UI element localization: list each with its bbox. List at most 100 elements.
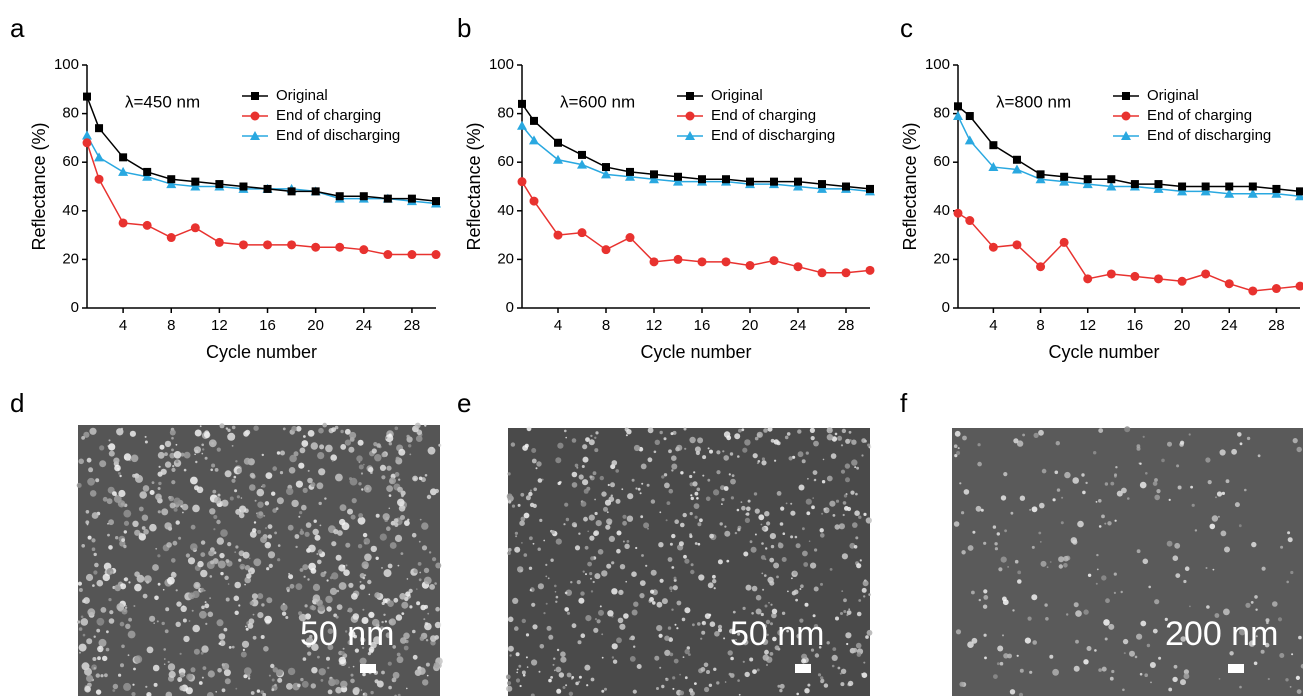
sem-particle xyxy=(412,629,416,634)
sem-particle xyxy=(516,671,519,674)
marker-square xyxy=(359,192,368,201)
sem-particle xyxy=(1101,514,1105,519)
sem-particle xyxy=(426,674,429,677)
sem-particle xyxy=(539,518,543,523)
sem-particle xyxy=(385,632,392,639)
sem-particle xyxy=(1139,672,1143,676)
sem-particle xyxy=(91,538,96,543)
sem-particle xyxy=(312,583,321,592)
sem-particle xyxy=(97,656,101,661)
sem-particle xyxy=(249,484,256,491)
sem-particle xyxy=(663,473,668,477)
sem-particle xyxy=(1183,673,1190,680)
marker-square xyxy=(383,194,392,203)
sem-particle xyxy=(179,652,182,655)
sem-particle xyxy=(220,529,228,537)
sem-particle xyxy=(1041,468,1047,474)
sem-particle xyxy=(672,430,677,435)
sem-particle xyxy=(243,667,252,675)
sem-particle xyxy=(640,515,644,519)
sem-particle xyxy=(762,654,769,661)
sem-particle xyxy=(560,656,567,663)
sem-particle xyxy=(360,637,366,643)
sem-particle xyxy=(123,509,132,518)
sem-particle xyxy=(373,442,378,447)
sem-particle xyxy=(695,450,701,456)
sem-particle xyxy=(419,636,425,641)
sem-particle xyxy=(740,501,743,503)
sem-particle xyxy=(650,589,655,594)
sem-particle xyxy=(1206,605,1210,609)
sem-particle xyxy=(770,438,775,443)
sem-particle xyxy=(852,522,858,528)
sem-particle xyxy=(1109,676,1114,681)
sem-particle xyxy=(1292,438,1298,444)
sem-particle xyxy=(252,635,257,640)
sem-particle xyxy=(667,626,672,630)
sem-particle xyxy=(848,608,851,611)
sem-particle xyxy=(529,589,532,592)
sem-particle xyxy=(842,501,847,505)
sem-particle xyxy=(1018,692,1024,696)
sem-particle xyxy=(856,652,862,657)
sem-particle xyxy=(227,583,230,585)
marker-triangle xyxy=(673,176,683,186)
sem-particle xyxy=(314,534,321,541)
sem-particle xyxy=(406,434,410,439)
sem-particle xyxy=(791,577,793,580)
sem-particle xyxy=(362,693,365,695)
sem-particle xyxy=(672,585,678,591)
sem-particle xyxy=(702,455,707,460)
sem-particle xyxy=(767,426,773,432)
sem-particle xyxy=(521,618,526,624)
sem-particle xyxy=(846,642,849,646)
sem-particle xyxy=(1104,522,1107,525)
sem-particle xyxy=(152,564,159,571)
sem-particle xyxy=(723,455,729,461)
sem-particle xyxy=(605,524,611,530)
sem-particle xyxy=(134,583,142,592)
sem-particle xyxy=(671,469,674,472)
marker-circle xyxy=(190,223,200,233)
sem-particle xyxy=(1154,478,1158,482)
sem-particle xyxy=(1073,665,1080,672)
sem-particle xyxy=(832,514,836,517)
sem-particle xyxy=(507,551,511,555)
sem-particle xyxy=(310,683,316,689)
sem-particle xyxy=(286,589,290,593)
sem-particle xyxy=(1152,628,1158,634)
y-tick-label: 80 xyxy=(497,105,514,122)
sem-particle xyxy=(994,547,999,551)
sem-particle xyxy=(811,505,815,510)
sem-particle xyxy=(996,662,1000,666)
legend-marker xyxy=(1121,111,1131,121)
sem-particle xyxy=(764,574,767,577)
sem-particle xyxy=(531,448,537,453)
sem-particle xyxy=(267,534,272,539)
y-tick-label: 100 xyxy=(925,56,950,73)
sem-particle xyxy=(337,530,343,536)
sem-particle xyxy=(1152,481,1158,486)
sem-particle xyxy=(109,610,114,615)
sem-particle xyxy=(537,547,541,551)
x-tick-label: 20 xyxy=(307,317,324,334)
sem-particle xyxy=(209,508,216,515)
sem-particle xyxy=(1000,556,1007,563)
sem-particle xyxy=(216,447,221,452)
sem-particle xyxy=(832,647,837,651)
sem-particle xyxy=(406,578,409,580)
sem-particle xyxy=(1010,511,1014,515)
sem-particle xyxy=(977,461,982,467)
marker-triangle xyxy=(1271,188,1282,198)
sem-particle xyxy=(305,522,312,528)
sem-particle xyxy=(744,671,750,678)
sem-particle xyxy=(238,512,245,519)
sem-particle xyxy=(717,624,723,630)
sem-particle xyxy=(804,688,810,694)
sem-particle xyxy=(288,467,296,474)
marker-triangle xyxy=(1082,179,1093,189)
sem-particle xyxy=(761,457,766,461)
sem-particle xyxy=(149,523,157,532)
sem-particle xyxy=(104,673,108,678)
sem-particle xyxy=(813,479,816,482)
